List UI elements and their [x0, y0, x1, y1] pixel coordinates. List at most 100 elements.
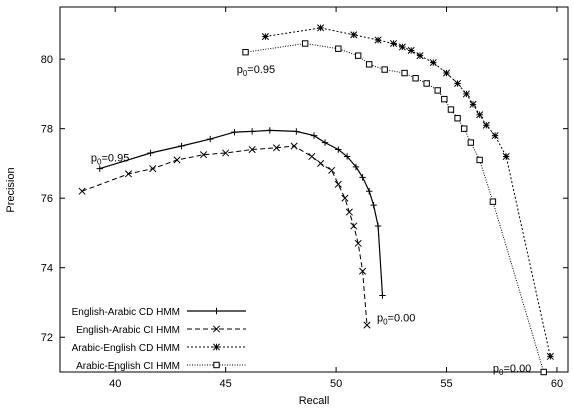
data-point — [359, 267, 367, 275]
data-point — [178, 142, 185, 150]
y-tick-label: 78 — [41, 124, 53, 136]
data-point — [407, 46, 415, 55]
annotation-subscript: 0 — [499, 368, 504, 377]
data-point — [359, 174, 366, 181]
data-point — [352, 163, 360, 171]
data-point — [381, 66, 388, 73]
data-point — [328, 166, 336, 174]
annotation-suffix: =0.00 — [503, 363, 531, 375]
data-point — [78, 187, 86, 195]
data-point — [441, 95, 448, 103]
data-point — [222, 149, 230, 157]
series-line — [99, 129, 384, 296]
data-point — [489, 198, 497, 205]
data-point — [469, 100, 477, 108]
annotation-p0-ae-start: p0=0.95 — [237, 64, 275, 78]
data-point — [345, 208, 353, 216]
annotation-p0-ea-end: p0=0.00 — [377, 313, 415, 327]
legend-marker — [212, 343, 221, 351]
annotation-subscript: 0 — [383, 318, 388, 327]
legend-marker — [213, 307, 220, 315]
data-point — [491, 132, 499, 140]
x-tick-label: 60 — [551, 378, 563, 390]
data-point — [460, 125, 468, 132]
annotation-p0-ea-start: p0=0.95 — [91, 153, 129, 167]
data-point — [310, 132, 318, 139]
y-tick-label: 80 — [41, 54, 53, 66]
legend-marker — [212, 325, 221, 333]
x-tick-label: 55 — [440, 378, 452, 390]
data-point — [124, 170, 133, 178]
annotation-prefix: p — [91, 153, 97, 165]
data-point — [341, 194, 349, 202]
data-point — [434, 87, 441, 94]
axis-ticks: 40 45 50 55 60 72 74 76 78 80 — [41, 7, 568, 390]
data-point — [447, 106, 455, 113]
data-point — [416, 52, 424, 60]
data-point — [454, 79, 462, 88]
data-point — [423, 80, 430, 87]
data-point — [266, 127, 274, 134]
data-point — [412, 75, 419, 82]
legend-entry-2: English-Arabic CI HMM — [76, 325, 246, 336]
legend-entry-1: English-Arabic CD HMM — [72, 307, 246, 318]
annotation-suffix: =0.00 — [388, 313, 416, 325]
legend: English-Arabic CD HMM English-Arabic CI H… — [72, 307, 246, 372]
data-point — [200, 151, 208, 159]
data-point — [149, 165, 157, 173]
legend-label: Arabic-English CD HMM — [72, 343, 180, 354]
annotation-prefix: p — [493, 363, 499, 375]
data-point — [343, 153, 351, 160]
annotation-subscript: 0 — [243, 69, 248, 78]
plot-frame — [59, 6, 569, 373]
data-point — [290, 142, 298, 150]
data-point — [374, 36, 382, 44]
data-point — [454, 115, 461, 122]
series-3 — [261, 24, 554, 360]
data-point — [374, 222, 382, 230]
annotation-suffix: =0.95 — [247, 64, 275, 76]
data-point — [366, 188, 373, 195]
data-point — [335, 45, 342, 52]
data-point — [398, 43, 406, 51]
annotation-suffix: =0.95 — [101, 153, 129, 165]
x-tick-label: 40 — [109, 378, 121, 390]
series-line — [81, 145, 368, 326]
data-point — [147, 149, 154, 157]
legend-label: English-Arabic CD HMM — [72, 307, 180, 318]
data-point — [334, 180, 342, 188]
data-point — [261, 32, 269, 41]
data-point — [242, 48, 249, 56]
series-4 — [242, 40, 547, 376]
x-axis-label: Recall — [299, 395, 330, 407]
y-tick-label: 72 — [41, 332, 53, 344]
data-point — [482, 121, 490, 129]
legend-entry-4: Arabic-English CI HMM — [76, 361, 246, 372]
data-point — [354, 52, 362, 59]
data-point — [335, 146, 342, 153]
annotation-subscript: 0 — [97, 158, 102, 167]
data-point — [540, 368, 547, 376]
data-point — [350, 222, 358, 230]
data-point — [476, 156, 483, 164]
annotation-p0-ae-end: p0=0.00 — [493, 363, 531, 377]
data-point — [173, 156, 181, 164]
data-point — [317, 24, 325, 32]
data-point — [546, 352, 554, 360]
series-1 — [96, 127, 386, 299]
y-tick-label: 74 — [41, 263, 53, 275]
data-point — [272, 144, 281, 152]
x-tick-label: 45 — [220, 378, 232, 390]
data-point — [442, 69, 451, 77]
data-point — [248, 145, 256, 154]
data-point — [206, 135, 214, 143]
data-point — [231, 128, 238, 136]
data-point — [370, 201, 377, 209]
data-point — [321, 139, 329, 146]
data-point — [467, 139, 475, 146]
data-point — [308, 152, 316, 161]
data-point — [389, 39, 398, 48]
data-point — [293, 128, 300, 135]
